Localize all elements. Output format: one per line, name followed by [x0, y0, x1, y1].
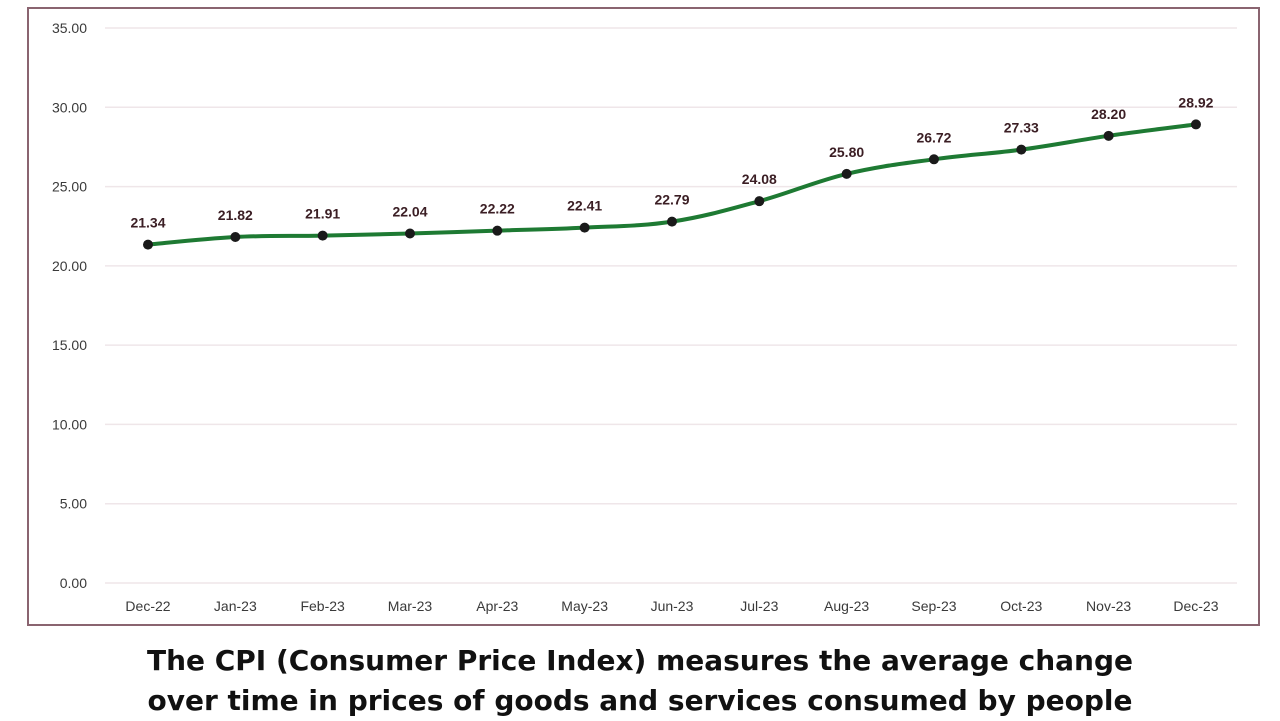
data-point	[492, 225, 503, 236]
y-tick-label: 35.00	[52, 20, 87, 36]
data-point	[317, 230, 328, 241]
caption-line-1: The CPI (Consumer Price Index) measures …	[146, 644, 1134, 677]
data-label: 22.41	[567, 198, 602, 214]
x-tick-label: Jan-23	[214, 598, 257, 614]
y-axis-ticks: 0.00 5.00 10.00 15.00 20.00 25.00 30.00 35.00	[52, 20, 87, 591]
y-tick-label: 30.00	[52, 99, 87, 115]
x-tick-label: Sep-23	[911, 598, 956, 614]
data-label: 24.08	[742, 171, 777, 187]
y-tick-label: 0.00	[60, 575, 87, 591]
data-label: 28.92	[1178, 94, 1213, 110]
data-point	[666, 216, 677, 227]
data-label: 26.72	[916, 129, 951, 145]
y-tick-label: 20.00	[52, 258, 87, 274]
data-label: 25.80	[829, 144, 864, 160]
y-tick-label: 10.00	[52, 416, 87, 432]
x-tick-label: Nov-23	[1086, 598, 1131, 614]
x-tick-label: Feb-23	[300, 598, 345, 614]
line-chart: 0.00 5.00 10.00 15.00 20.00 25.00 30.00 35.00 D…	[52, 20, 1237, 614]
data-label: 22.79	[654, 192, 689, 208]
data-label: 22.04	[392, 204, 427, 220]
x-tick-label: Dec-23	[1173, 598, 1218, 614]
gridlines	[105, 27, 1237, 584]
chart-caption: The CPI (Consumer Price Index) measures …	[0, 641, 1280, 721]
x-tick-label: Mar-23	[388, 598, 433, 614]
x-tick-label: Dec-22	[125, 598, 170, 614]
data-point	[841, 168, 852, 179]
data-point	[928, 154, 939, 165]
data-point	[143, 239, 153, 250]
data-markers	[143, 119, 1201, 250]
x-tick-label: May-23	[561, 598, 608, 614]
x-tick-label: Oct-23	[1000, 598, 1042, 614]
x-tick-label: Jul-23	[740, 598, 778, 614]
data-label: 28.20	[1091, 106, 1126, 122]
data-label: 21.82	[218, 207, 253, 223]
data-label: 21.91	[305, 206, 340, 222]
caption-line-2: over time in prices of goods and service…	[147, 684, 1133, 717]
data-point	[579, 222, 590, 233]
data-point	[1016, 144, 1027, 155]
data-labels: 21.34 21.82 21.91 22.04 22.22 22.41 22.79 24.08…	[130, 94, 1213, 230]
x-tick-label: Jun-23	[651, 598, 694, 614]
y-tick-label: 5.00	[60, 496, 87, 512]
data-point	[230, 231, 241, 242]
data-label: 22.22	[480, 201, 515, 217]
chart-frame: 0.00 5.00 10.00 15.00 20.00 25.00 30.00 35.00 D…	[27, 7, 1260, 626]
data-label: 21.34	[130, 215, 165, 231]
data-point	[1190, 119, 1201, 130]
data-point	[1103, 130, 1114, 141]
x-tick-label: Aug-23	[824, 598, 869, 614]
x-axis-ticks: Dec-22 Jan-23 Feb-23 Mar-23 Apr-23 May-23 Jun-…	[125, 598, 1218, 614]
y-tick-label: 15.00	[52, 337, 87, 353]
data-point	[754, 196, 765, 207]
y-tick-label: 25.00	[52, 179, 87, 195]
data-label: 27.33	[1004, 120, 1039, 136]
data-point	[404, 228, 415, 239]
x-tick-label: Apr-23	[476, 598, 518, 614]
